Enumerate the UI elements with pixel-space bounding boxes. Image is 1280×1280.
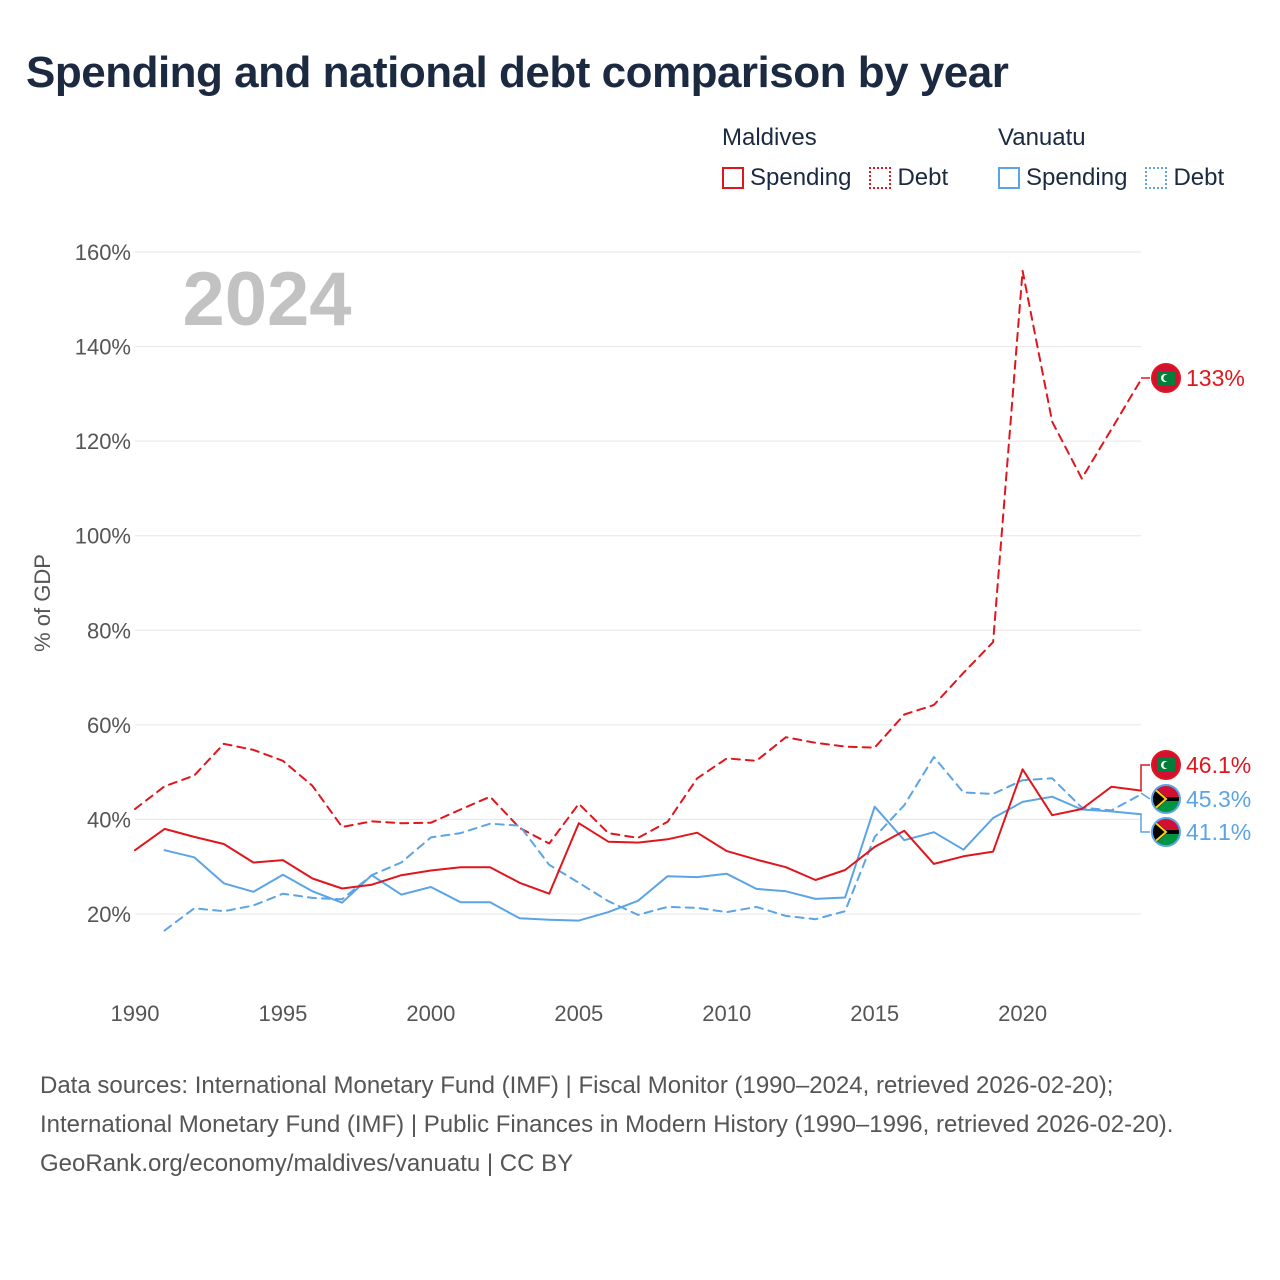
legend-swatch-dotted: [1145, 167, 1168, 189]
attribution[interactable]: GeoRank.org/economy/maldives/vanuatu | C…: [40, 1150, 574, 1177]
line-chart: 20% 40% 60% 80% 100% 120% 140% 160% 1990 1995 2000…: [30, 240, 1251, 1026]
legend-vanuatu-spending[interactable]: Spending: [998, 164, 1127, 192]
series: [134, 269, 1142, 932]
legend-group-title: Vanuatu: [998, 124, 1086, 151]
series-line-vanuatu-debt[interactable]: [163, 756, 1142, 932]
x-tick-label: 1995: [258, 1001, 307, 1026]
data-sources: Data sources: International Monetary Fun…: [40, 1072, 1174, 1138]
x-tick-label: 2015: [850, 1001, 899, 1026]
legend-swatch-solid: [998, 167, 1020, 189]
legend-maldives-debt[interactable]: Debt: [869, 164, 948, 192]
axes: 20% 40% 60% 80% 100% 120% 140% 160% 1990 1995 2000…: [75, 240, 1047, 1026]
y-tick-label: 80%: [87, 618, 131, 643]
legend-group-maldives: Maldives Spending Debt: [722, 124, 948, 192]
legend-swatch-solid: [722, 167, 744, 189]
y-tick-label: 20%: [87, 902, 131, 927]
y-axis-label: % of GDP: [30, 554, 55, 652]
end-label-maldives-debt: 133%: [1186, 365, 1245, 391]
x-tick-label: 2000: [406, 1001, 455, 1026]
y-tick-label: 100%: [75, 524, 131, 549]
maldives-flag-icon: [1151, 750, 1181, 780]
series-line-maldives-spending[interactable]: [134, 768, 1142, 895]
legend-maldives-spending[interactable]: Spending: [722, 164, 851, 192]
x-tick-label: 2020: [998, 1001, 1047, 1026]
legend-group-vanuatu: Vanuatu Spending Debt: [998, 124, 1224, 192]
x-tick-label: 2005: [554, 1001, 603, 1026]
series-line-maldives-debt[interactable]: [134, 269, 1142, 845]
legend-label: Spending: [1026, 164, 1128, 191]
legend-label: Debt: [897, 164, 949, 191]
y-tick-label: 60%: [87, 713, 131, 738]
connector-vanuatu-spending: [1140, 814, 1150, 833]
y-tick-label: 140%: [75, 335, 131, 360]
x-tick-label: 2010: [702, 1001, 751, 1026]
y-tick-label: 120%: [75, 429, 131, 454]
year-watermark: 2024: [182, 257, 351, 342]
y-tick-label: 40%: [87, 807, 131, 832]
legend-group-title: Maldives: [722, 124, 817, 151]
end-label-maldives-spending: 46.1%: [1186, 752, 1251, 778]
maldives-flag-icon: [1151, 363, 1181, 393]
chart-title: Spending and national debt comparison by…: [26, 48, 1009, 97]
connector-maldives-spending: [1140, 764, 1150, 790]
grid: [135, 251, 1141, 915]
end-label-vanuatu-spending: 41.1%: [1186, 819, 1251, 845]
series-line-vanuatu-spending[interactable]: [163, 795, 1142, 922]
vanuatu-flag-icon: [1151, 784, 1181, 814]
y-tick-label: 160%: [75, 240, 131, 265]
vanuatu-flag-icon: [1151, 817, 1181, 847]
connector-vanuatu-debt: [1140, 792, 1151, 800]
legend-label: Spending: [750, 164, 852, 191]
legend-label: Debt: [1173, 164, 1225, 191]
legend-swatch-dotted: [869, 167, 892, 189]
end-label-vanuatu-debt: 45.3%: [1186, 786, 1251, 812]
x-tick-label: 1990: [111, 1001, 160, 1026]
footer: Data sources: International Monetary Fun…: [40, 1066, 1240, 1183]
legend-vanuatu-debt[interactable]: Debt: [1145, 164, 1224, 192]
